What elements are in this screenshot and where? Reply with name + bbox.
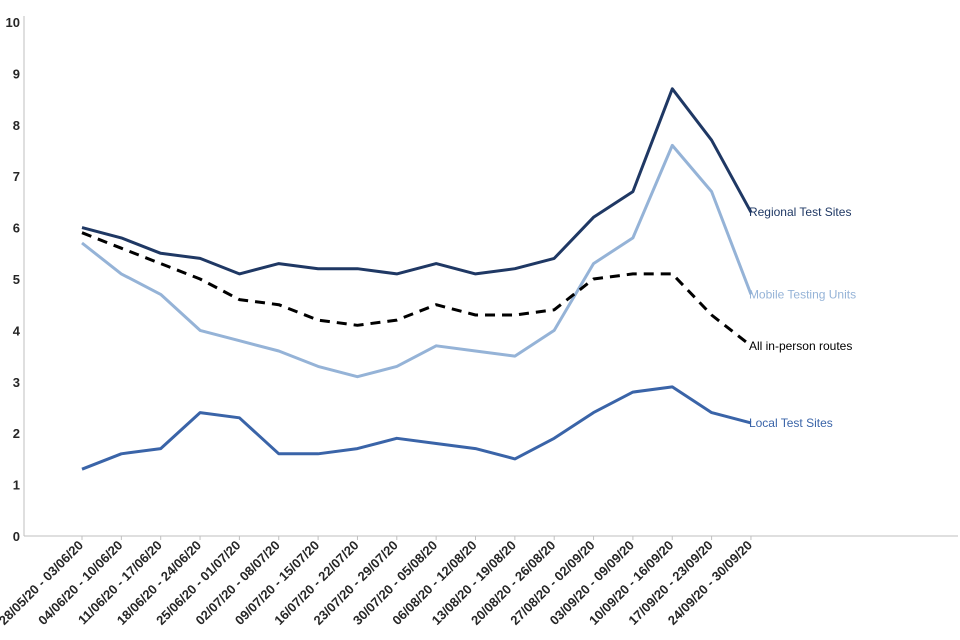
y-tick-label: 3 bbox=[13, 375, 20, 390]
y-axis-ticks: 0 1 2 3 4 5 6 7 8 9 10 bbox=[6, 15, 21, 544]
y-tick-label: 0 bbox=[13, 529, 20, 544]
y-tick-label: 2 bbox=[13, 426, 20, 441]
series-label-mobile-testing-units: Mobile Testing Units bbox=[749, 287, 856, 301]
series-lines bbox=[81, 87, 753, 471]
y-tick-label: 10 bbox=[6, 15, 20, 30]
chart-axes bbox=[23, 16, 958, 537]
y-tick-label: 1 bbox=[13, 478, 20, 493]
series-label-local-test-sites: Local Test Sites bbox=[749, 416, 833, 430]
series-line-all-in-person-routes bbox=[81, 231, 752, 347]
y-tick-label: 8 bbox=[13, 118, 20, 133]
series-line-regional-test-sites bbox=[81, 87, 753, 276]
y-tick-label: 9 bbox=[13, 66, 20, 81]
series-line-mobile-testing-units bbox=[81, 143, 753, 379]
series-label-all-in-person-routes: All in-person routes bbox=[749, 339, 852, 353]
y-tick-label: 4 bbox=[13, 323, 21, 338]
series-labels: Regional Test Sites Mobile Testing Units A… bbox=[749, 205, 856, 430]
y-tick-label: 7 bbox=[13, 169, 20, 184]
y-tick-label: 6 bbox=[13, 221, 20, 236]
series-label-regional-test-sites: Regional Test Sites bbox=[749, 205, 852, 219]
y-tick-label: 5 bbox=[13, 272, 20, 287]
series-line-local-test-sites bbox=[81, 385, 752, 471]
